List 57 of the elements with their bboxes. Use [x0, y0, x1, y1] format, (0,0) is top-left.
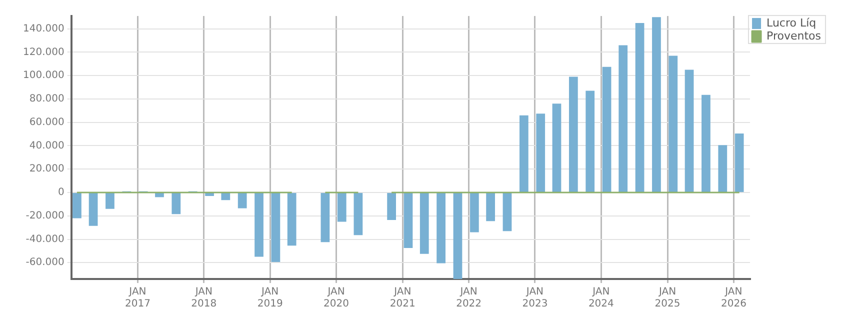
bar	[238, 193, 247, 208]
bar	[635, 23, 644, 192]
bar	[337, 193, 346, 222]
bar	[320, 193, 330, 242]
bar	[718, 145, 728, 192]
bar	[652, 17, 661, 192]
bar	[618, 45, 628, 192]
y-tick-label: 80.000	[29, 94, 64, 105]
bar	[221, 193, 230, 200]
bar	[586, 90, 595, 192]
bar	[287, 193, 296, 246]
x-tick-label: JAN 2021	[390, 286, 416, 310]
bar	[519, 115, 528, 192]
bar	[602, 66, 612, 192]
y-tick-label: 0	[58, 187, 64, 198]
y-tick-label: 120.000	[22, 46, 64, 58]
bar	[420, 193, 429, 254]
y-tick-label: 40.000	[29, 140, 64, 152]
bar	[702, 94, 710, 192]
bar	[271, 193, 280, 262]
y-tick-label: -20.000	[26, 210, 64, 222]
bar	[387, 193, 396, 220]
bar	[684, 70, 694, 192]
x-tick-label: JAN 2017	[124, 286, 150, 310]
y-tick-label: -60.000	[26, 257, 64, 268]
bar	[536, 114, 546, 192]
bar	[453, 193, 462, 279]
y-tick-label: 100.000	[22, 70, 64, 82]
y-tick-label: 20.000	[29, 164, 64, 175]
x-tick-label: JAN 2018	[191, 286, 217, 310]
legend-label: Lucro Líq	[766, 16, 816, 30]
bar	[552, 104, 562, 192]
y-tick-label: 140.000	[22, 23, 64, 34]
bar	[254, 193, 264, 257]
bar	[668, 56, 678, 192]
bar	[734, 133, 744, 192]
bar	[354, 193, 363, 236]
bar	[88, 193, 98, 226]
bar	[72, 193, 82, 218]
bar	[568, 76, 578, 192]
bar	[106, 193, 114, 209]
y-tick-label: 60.000	[29, 116, 64, 128]
bar	[436, 193, 446, 264]
bar	[486, 193, 495, 222]
bar	[172, 193, 181, 214]
x-tick-label: JAN 2024	[588, 286, 614, 310]
bar	[502, 193, 512, 232]
x-tick-label: JAN 2023	[522, 286, 548, 310]
x-tick-label: JAN 2026	[720, 286, 746, 310]
x-tick-label: JAN 2020	[324, 286, 349, 310]
x-tick-label: JAN 2019	[257, 286, 283, 310]
y-tick-label: -40.000	[26, 234, 64, 245]
bar	[470, 193, 479, 232]
legend-label: Proventos	[766, 29, 822, 42]
x-tick-label: JAN 2022	[456, 286, 482, 310]
bar	[404, 193, 413, 248]
x-tick-label: JAN 2025	[654, 286, 680, 310]
